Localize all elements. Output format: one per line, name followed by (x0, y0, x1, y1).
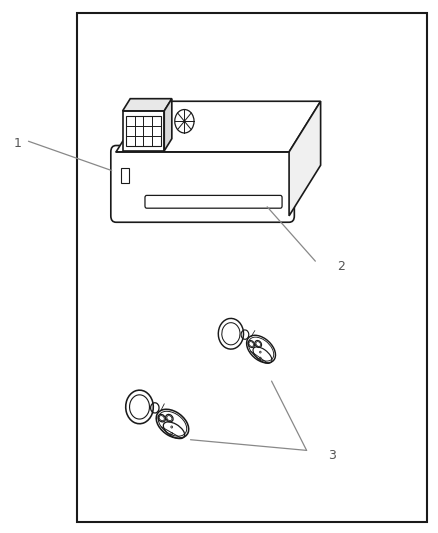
Polygon shape (164, 99, 172, 151)
Bar (77, 13, 427, 522)
Ellipse shape (156, 409, 189, 438)
Text: 3: 3 (328, 449, 336, 462)
FancyBboxPatch shape (111, 146, 294, 222)
Polygon shape (123, 111, 164, 151)
Polygon shape (123, 99, 172, 111)
Ellipse shape (247, 335, 276, 363)
Polygon shape (289, 101, 321, 216)
Bar (121, 168, 129, 183)
Bar (126, 116, 161, 146)
Text: 1: 1 (14, 138, 21, 150)
Text: 2: 2 (337, 260, 345, 273)
FancyBboxPatch shape (145, 196, 282, 208)
Polygon shape (116, 101, 321, 152)
